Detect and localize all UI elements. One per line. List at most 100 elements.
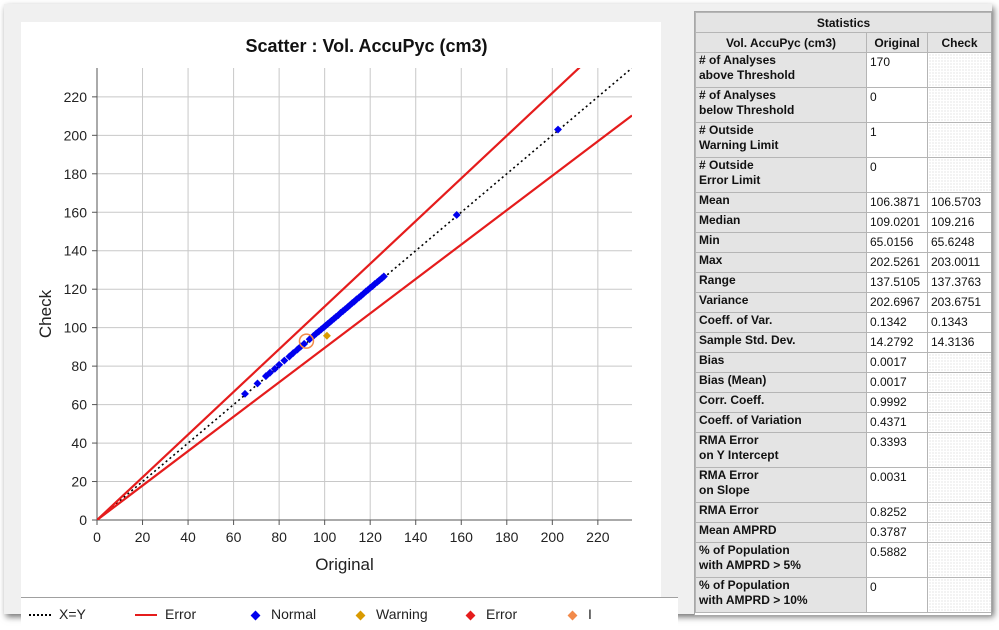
original-value[interactable]: 0.9992 bbox=[866, 392, 928, 413]
row-label-line: Coeff. of Var. bbox=[699, 313, 773, 328]
check-value[interactable] bbox=[926, 412, 991, 433]
table-row[interactable]: Variance 202.6967 203.6751 bbox=[695, 292, 991, 313]
check-value[interactable] bbox=[926, 502, 991, 523]
original-value[interactable]: 0.0017 bbox=[866, 352, 928, 373]
check-value[interactable]: 0.1343 bbox=[926, 312, 991, 333]
x-tick-label: 200 bbox=[541, 529, 565, 545]
y-tick-label: 220 bbox=[64, 89, 88, 105]
check-value[interactable] bbox=[926, 157, 991, 193]
legend-label: X=Y bbox=[59, 606, 86, 622]
y-tick-label: 0 bbox=[79, 512, 87, 528]
row-label: Mean bbox=[695, 192, 867, 213]
table-row[interactable]: RMA Error 0.8252 bbox=[695, 502, 991, 523]
original-value[interactable]: 137.5105 bbox=[866, 272, 928, 293]
original-value[interactable]: 14.2792 bbox=[866, 332, 928, 353]
row-label-line: Range bbox=[699, 273, 736, 288]
table-row[interactable]: RMA Error on Y Intercept 0.3393 bbox=[695, 432, 991, 468]
column-header-original[interactable]: Original bbox=[866, 32, 928, 53]
table-row[interactable]: Mean 106.3871 106.5703 bbox=[695, 192, 991, 213]
table-row[interactable]: # Outside Warning Limit 1 bbox=[695, 122, 991, 158]
x-tick-label: 100 bbox=[313, 529, 337, 545]
table-row[interactable]: Sample Std. Dev. 14.2792 14.3136 bbox=[695, 332, 991, 353]
row-label-line: Max bbox=[699, 253, 723, 268]
table-row[interactable]: # of Analyses above Threshold 170 bbox=[695, 52, 991, 88]
table-row[interactable]: Median 109.0201 109.216 bbox=[695, 212, 991, 233]
check-value[interactable] bbox=[926, 542, 991, 578]
original-value[interactable]: 1 bbox=[866, 122, 928, 158]
row-label-line: RMA Error bbox=[699, 503, 759, 518]
row-label-line: # Outside bbox=[699, 123, 754, 138]
original-value[interactable]: 109.0201 bbox=[866, 212, 928, 233]
original-value[interactable]: 0 bbox=[866, 157, 928, 193]
check-value[interactable]: 14.3136 bbox=[926, 332, 991, 353]
y-tick-label: 120 bbox=[64, 281, 88, 297]
check-value[interactable] bbox=[926, 122, 991, 158]
highlight-point bbox=[298, 333, 315, 349]
legend-item[interactable]: I bbox=[563, 606, 592, 622]
original-value[interactable]: 65.0156 bbox=[866, 232, 928, 253]
original-value[interactable]: 202.5261 bbox=[866, 252, 928, 273]
legend-item[interactable]: Normal bbox=[246, 606, 316, 622]
row-label-line: with AMPRD > 5% bbox=[699, 558, 801, 572]
table-row[interactable]: Range 137.5105 137.3763 bbox=[695, 272, 991, 293]
original-value[interactable]: 0.8252 bbox=[866, 502, 928, 523]
original-value[interactable]: 0.3393 bbox=[866, 432, 928, 468]
table-row[interactable]: Coeff. of Var. 0.1342 0.1343 bbox=[695, 312, 991, 333]
original-value[interactable]: 0 bbox=[866, 577, 928, 613]
original-value[interactable]: 0.0017 bbox=[866, 372, 928, 393]
legend-item[interactable]: Warning bbox=[351, 606, 428, 622]
original-value[interactable]: 0.5882 bbox=[866, 542, 928, 578]
row-label-line: Error Limit bbox=[699, 173, 761, 187]
check-value[interactable] bbox=[926, 52, 991, 88]
original-value[interactable]: 0.3787 bbox=[866, 522, 928, 543]
check-value[interactable] bbox=[926, 372, 991, 393]
table-row[interactable]: Coeff. of Variation 0.4371 bbox=[695, 412, 991, 433]
original-value[interactable]: 106.3871 bbox=[866, 192, 928, 213]
table-row[interactable]: Mean AMPRD 0.3787 bbox=[695, 522, 991, 543]
legend-item[interactable]: Error bbox=[135, 606, 196, 622]
legend-label: Error bbox=[165, 606, 197, 622]
statistics-panel: Statistics Vol. AccuPyc (cm3) Original C… bbox=[694, 11, 992, 616]
check-value[interactable]: 203.6751 bbox=[926, 292, 991, 313]
original-value[interactable]: 0.4371 bbox=[866, 412, 928, 433]
check-value[interactable] bbox=[926, 467, 991, 503]
y-axis-label: Check bbox=[36, 289, 55, 338]
original-value[interactable]: 0.1342 bbox=[866, 312, 928, 333]
check-value[interactable]: 106.5703 bbox=[926, 192, 991, 213]
column-header-check[interactable]: Check bbox=[926, 32, 991, 53]
legend-item[interactable]: Error bbox=[461, 606, 517, 622]
table-row[interactable]: % of Population with AMPRD > 5% 0.5882 bbox=[695, 542, 991, 578]
table-row[interactable]: # Outside Error Limit 0 bbox=[695, 157, 991, 193]
check-value[interactable] bbox=[926, 392, 991, 413]
chart-legend: X=Y Error Normal Warning Error I bbox=[21, 597, 678, 630]
check-value[interactable]: 137.3763 bbox=[926, 272, 991, 293]
legend-item[interactable]: X=Y bbox=[29, 606, 86, 622]
table-row[interactable]: % of Population with AMPRD > 10% 0 bbox=[695, 577, 991, 613]
warning-point bbox=[322, 331, 331, 340]
table-row[interactable]: RMA Error on Slope 0.0031 bbox=[695, 467, 991, 503]
table-row[interactable]: Corr. Coeff. 0.9992 bbox=[695, 392, 991, 413]
table-row[interactable]: Bias 0.0017 bbox=[695, 352, 991, 373]
diamond-marker-icon bbox=[250, 610, 261, 621]
original-value[interactable]: 0 bbox=[866, 87, 928, 123]
original-value[interactable]: 202.6967 bbox=[866, 292, 928, 313]
check-value[interactable]: 65.6248 bbox=[926, 232, 991, 253]
table-row[interactable]: # of Analyses below Threshold 0 bbox=[695, 87, 991, 123]
row-label-line: Variance bbox=[699, 293, 749, 308]
check-value[interactable] bbox=[926, 432, 991, 468]
check-value[interactable]: 109.216 bbox=[926, 212, 991, 233]
table-row[interactable]: Bias (Mean) 0.0017 bbox=[695, 372, 991, 393]
check-value[interactable] bbox=[926, 522, 991, 543]
row-label: Min bbox=[695, 232, 867, 253]
check-value[interactable] bbox=[926, 352, 991, 373]
original-value[interactable]: 170 bbox=[866, 52, 928, 88]
check-value[interactable] bbox=[926, 577, 991, 613]
row-label-line: # Outside bbox=[699, 158, 754, 173]
column-header-variable[interactable]: Vol. AccuPyc (cm3) bbox=[695, 32, 867, 53]
original-value[interactable]: 0.0031 bbox=[866, 467, 928, 503]
check-value[interactable] bbox=[926, 87, 991, 123]
table-row[interactable]: Max 202.5261 203.0011 bbox=[695, 252, 991, 273]
table-row[interactable]: Min 65.0156 65.6248 bbox=[695, 232, 991, 253]
row-label: % of Population with AMPRD > 5% bbox=[695, 542, 867, 578]
check-value[interactable]: 203.0011 bbox=[926, 252, 991, 273]
